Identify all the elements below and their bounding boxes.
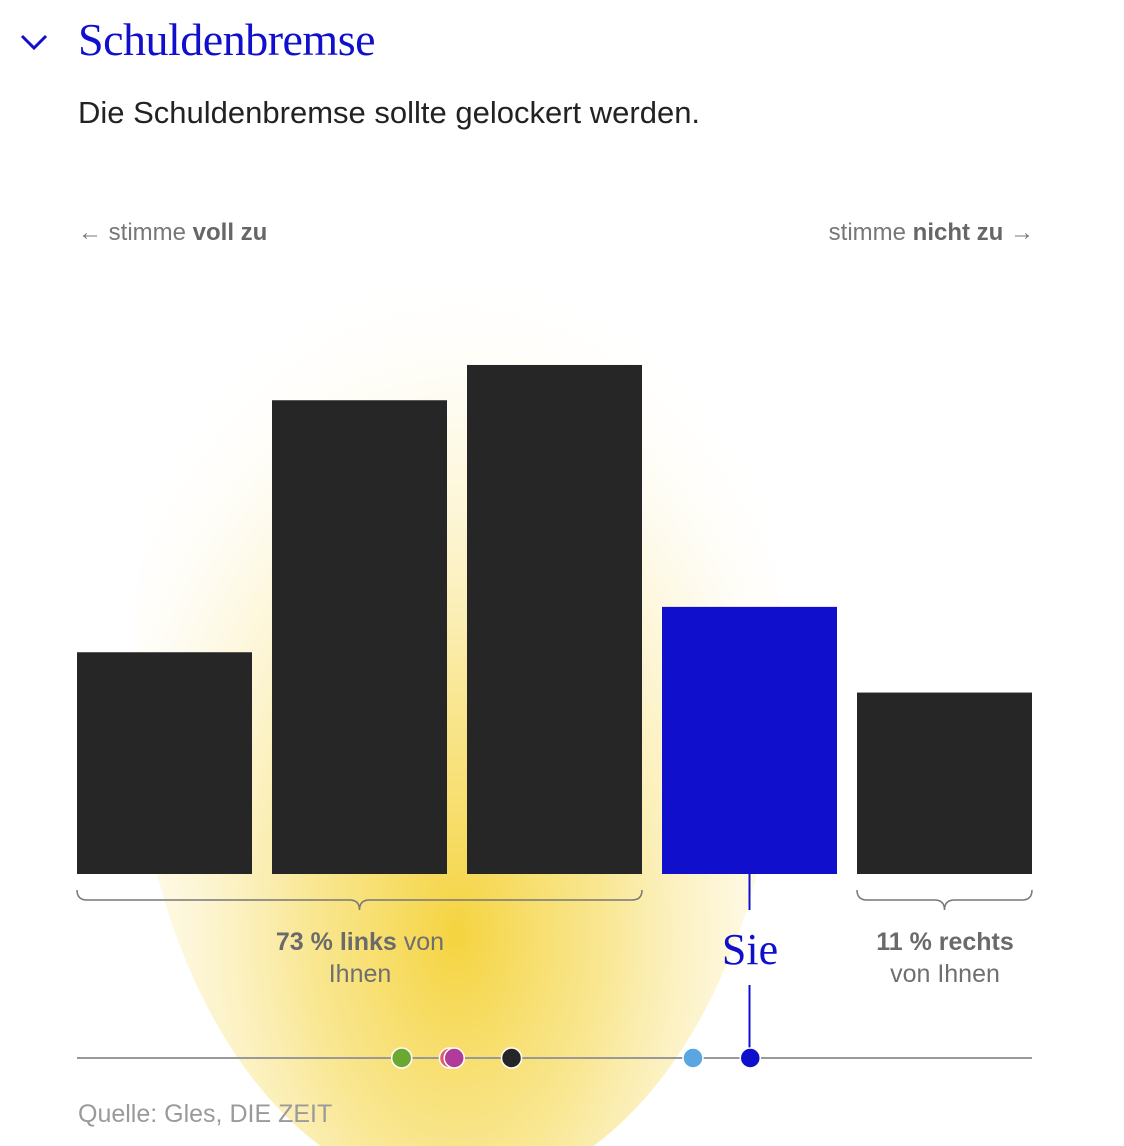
question-text: Die Schuldenbremse sollte gelockert werd… (78, 95, 701, 130)
bars (77, 364, 1032, 874)
bar-3 (467, 364, 642, 874)
bar-you (662, 606, 837, 874)
brackets (76, 874, 1033, 1058)
party-dot-5[interactable] (682, 1047, 704, 1069)
you-label: Sie (721, 925, 779, 974)
bar-5 (857, 692, 1032, 874)
scale-right-prefix: stimme (828, 219, 913, 246)
section-title[interactable]: Schuldenbremse (78, 14, 376, 65)
source-note: Quelle: Gles, DIE ZEIT (78, 1100, 333, 1128)
scale-right-suffix: → (1003, 219, 1034, 246)
party-dot-1[interactable] (390, 1047, 413, 1069)
left-group-percent: 73 % links (275, 928, 397, 956)
party-dot-6[interactable] (739, 1047, 762, 1069)
bar-2 (272, 400, 447, 874)
question-header: Schuldenbremse (0, 0, 1124, 80)
left-group-rest1: von (396, 928, 445, 956)
party-dot-4[interactable] (500, 1047, 523, 1069)
bracket-right (856, 889, 1033, 911)
left-group-rest2: Ihnen (328, 960, 392, 988)
scale-right-label: stimme nicht zu → (829, 216, 1034, 250)
right-group-percent: 11 % rechts (876, 928, 1014, 956)
bracket-left (76, 889, 643, 911)
scale-left-label: ← stimme voll zu (78, 216, 267, 250)
scale-left-prefix: ← stimme (78, 219, 193, 246)
party-dot-3[interactable] (443, 1047, 465, 1069)
scale-left-bold: voll zu (192, 219, 268, 246)
right-group-rest: von Ihnen (890, 960, 1000, 988)
right-group-label: 11 % rechts von Ihnen (835, 926, 1055, 990)
party-axis (77, 1047, 1032, 1069)
left-group-label: 73 % links von Ihnen (200, 926, 520, 990)
scale-right-bold: nicht zu (912, 219, 1004, 246)
chevron-down-icon[interactable] (16, 24, 52, 60)
bar-1 (77, 652, 252, 874)
